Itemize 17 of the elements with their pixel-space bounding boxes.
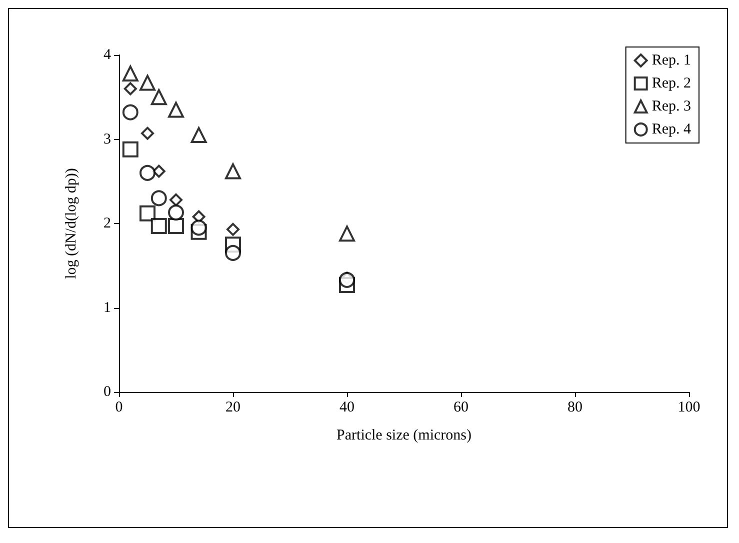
x-tick-label: 40 [340,400,354,416]
x-tick-label: 80 [568,400,582,416]
x-axis-title: Particle size (microns) [336,428,472,444]
x-tick-label: 60 [454,400,468,416]
x-tick-label: 20 [226,400,240,416]
y-tick-label: 1 [104,300,111,316]
legend-label: Rep. 2 [652,76,692,92]
y-tick-label: 0 [104,384,111,400]
legend-label: Rep. 4 [652,122,692,138]
legend-label: Rep. 3 [652,98,692,114]
y-axis-title: log (dN/d(log dp)) [64,168,80,279]
y-tick-label: 2 [104,216,111,232]
y-tick-label: 3 [104,131,111,148]
x-tick-label: 0 [115,400,123,416]
y-tick-label: 4 [104,47,112,63]
x-tick-label: 100 [678,400,700,416]
legend-label: Rep. 1 [652,52,692,68]
